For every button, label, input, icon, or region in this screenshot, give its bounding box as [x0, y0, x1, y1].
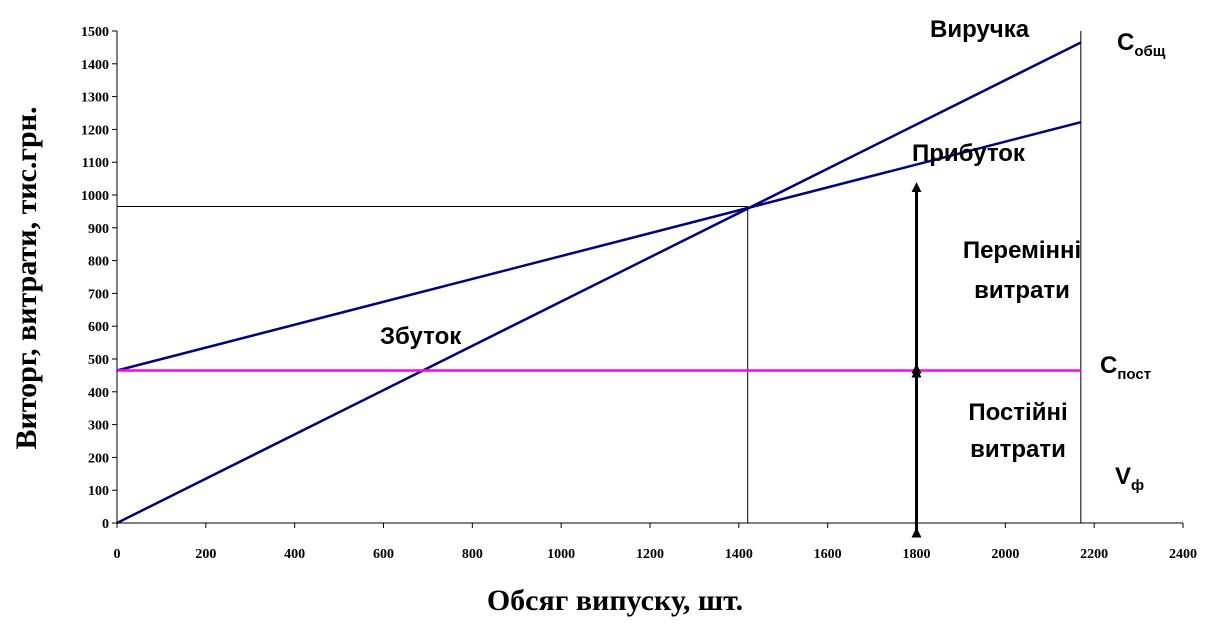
x-tick-label: 400 [284, 547, 305, 562]
y-tick-label: 500 [88, 353, 109, 368]
x-tick-label: 1400 [725, 547, 753, 562]
profit-label: Прибуток [912, 140, 1026, 167]
total-cost-line [116, 120, 1082, 372]
x-tick-label: 1200 [636, 547, 664, 562]
y-tick-label: 300 [88, 419, 109, 434]
variable-costs-label-1: Перемінні [963, 237, 1081, 264]
y-axis-ticks: 0 100 200 300 400 500 600 700 800 900 1000 1100 1200… [81, 25, 117, 532]
x-axis-ticks: 0 200 400 600 800 1000 1200 1400 1600 1800 2000 220… [114, 523, 1197, 562]
x-tick-label: 800 [462, 547, 483, 562]
x-axis-title: Обсяг випуску, шт. [487, 584, 743, 617]
loss-label: Збуток [380, 323, 462, 350]
x-tick-label: 1800 [903, 547, 931, 562]
y-tick-label: 200 [88, 451, 109, 466]
series-lines [116, 41, 1082, 525]
y-tick-label: 1200 [81, 123, 109, 138]
fixed-costs-label-1: Постійні [968, 399, 1067, 426]
fixed-cost-label: Cпост [1100, 352, 1151, 383]
revenue-label: Виручка [930, 16, 1030, 43]
reference-lines [117, 31, 1082, 523]
total-cost-label: Cобщ [1117, 29, 1166, 60]
y-tick-label: 100 [88, 484, 109, 499]
y-tick-label: 1500 [81, 25, 109, 40]
x-tick-label: 200 [195, 547, 216, 562]
x-tick-label: 1000 [547, 547, 575, 562]
y-axis-title: Виторг, витрати, тис.грн. [10, 106, 43, 449]
x-tick-label: 0 [114, 547, 121, 562]
variable-costs-label-2: витрати [974, 277, 1070, 304]
x-tick-label: 2000 [991, 547, 1019, 562]
volume-label: Vф [1115, 463, 1144, 494]
y-tick-label: 1400 [81, 58, 109, 73]
y-tick-label: 800 [88, 255, 109, 270]
y-tick-label: 1100 [82, 156, 109, 171]
x-tick-label: 2200 [1080, 547, 1108, 562]
y-tick-label: 600 [88, 320, 109, 335]
x-tick-label: 2400 [1169, 547, 1197, 562]
y-tick-label: 900 [88, 222, 109, 237]
y-tick-label: 400 [88, 386, 109, 401]
y-tick-label: 1300 [81, 91, 109, 106]
y-tick-label: 700 [88, 287, 109, 302]
y-tick-label: 0 [102, 517, 109, 532]
revenue-line [116, 41, 1082, 525]
fixed-costs-label-2: витрати [970, 436, 1066, 463]
x-tick-label: 1600 [814, 547, 842, 562]
x-tick-label: 600 [373, 547, 394, 562]
y-tick-label: 1000 [81, 189, 109, 204]
